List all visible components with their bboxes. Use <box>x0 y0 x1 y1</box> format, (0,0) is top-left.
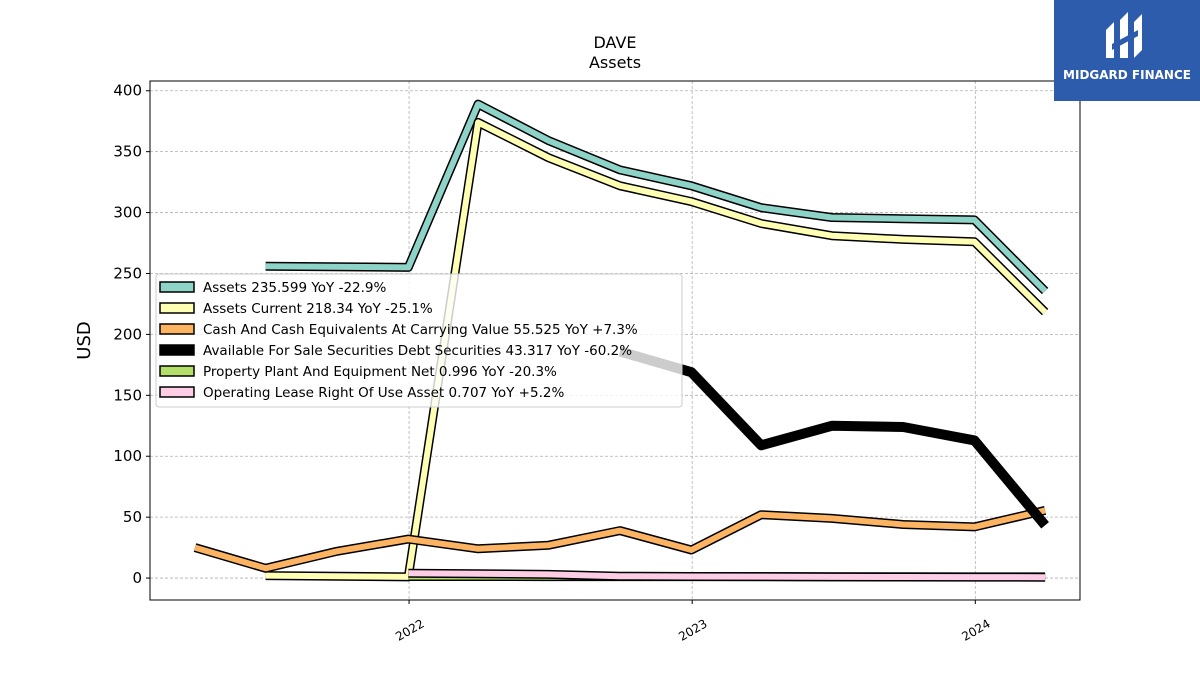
x-tick-label: 2023 <box>676 616 709 643</box>
x-tick-label: 2024 <box>959 616 992 643</box>
logo-mark-icon <box>1106 12 1142 58</box>
y-tick-label: 150 <box>113 386 142 404</box>
legend: Assets 235.599 YoY -22.9% Assets Current … <box>155 273 683 408</box>
x-tick-label: 2022 <box>393 616 426 643</box>
y-tick-label: 100 <box>113 447 142 465</box>
series-0 <box>265 99 1049 295</box>
y-tick-label: 250 <box>113 264 142 282</box>
legend-swatch <box>159 302 195 314</box>
brand-logo: MIDGARD FINANCE <box>1054 0 1200 101</box>
y-axis-label: USD <box>74 321 95 359</box>
series-2 <box>193 506 1047 573</box>
legend-swatch <box>159 386 195 398</box>
legend-swatch <box>159 281 195 293</box>
y-tick-label: 350 <box>113 143 142 161</box>
series-line <box>194 507 1046 572</box>
legend-label: Assets 235.599 YoY -22.9% <box>203 280 387 296</box>
legend-label: Cash And Cash Equivalents At Carrying Va… <box>203 322 638 338</box>
legend-swatch <box>159 365 195 377</box>
series-line <box>265 101 1048 294</box>
legend-label: Assets Current 218.34 YoY -25.1% <box>203 301 433 317</box>
series-line <box>408 570 1046 581</box>
legend-label: Property Plant And Equipment Net 0.996 Y… <box>203 364 557 380</box>
series-line-outline <box>193 506 1047 573</box>
chart-title: DAVE <box>593 33 637 52</box>
series-3 <box>618 346 1049 529</box>
legend-box <box>155 273 683 408</box>
series-line <box>618 346 1049 529</box>
legend-swatch <box>159 344 195 356</box>
legend-label: Operating Lease Right Of Use Asset 0.707… <box>203 385 564 401</box>
legend-swatch <box>159 323 195 335</box>
plot-frame <box>149 80 1081 601</box>
y-tick-label: 300 <box>113 204 142 222</box>
y-tick-label: 200 <box>113 325 142 343</box>
y-tick-label: 0 <box>132 569 142 587</box>
chart-subtitle: Assets <box>588 53 642 72</box>
logo-text: MIDGARD FINANCE <box>1063 68 1191 82</box>
legend-label: Available For Sale Securities Debt Secur… <box>203 343 632 359</box>
y-tick-label: 50 <box>123 508 142 526</box>
y-tick-label: 400 <box>113 82 142 100</box>
series-5 <box>408 568 1046 582</box>
